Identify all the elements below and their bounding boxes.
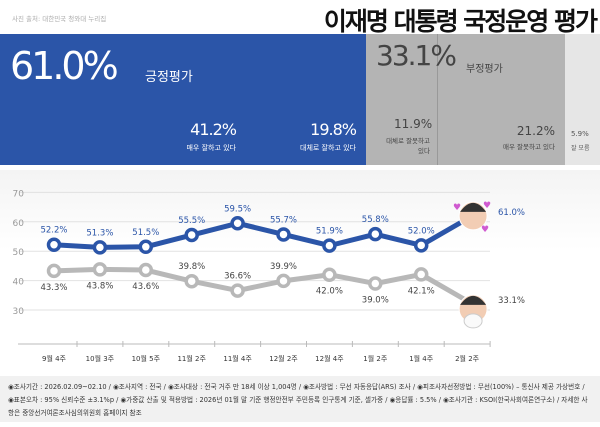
heart-icon: ♥ bbox=[481, 225, 489, 235]
negative-point bbox=[184, 273, 199, 289]
x-tick-label: 10월 3주 bbox=[86, 354, 115, 363]
positive-data-label: 51.5% bbox=[132, 228, 159, 238]
x-tick-label: 10월 5주 bbox=[132, 354, 161, 363]
positive-point bbox=[276, 227, 291, 242]
positive-data-label: 55.5% bbox=[178, 216, 205, 226]
negative-data-label: 43.3% bbox=[40, 283, 67, 293]
very-bad-value: 21.2% bbox=[516, 124, 555, 138]
positive-point bbox=[230, 216, 245, 231]
page-title: 이재명 대통령 국정운영 평가 bbox=[323, 7, 598, 36]
x-tick-label: 1월 4주 bbox=[409, 354, 434, 363]
fairly-bad-label: 대체로 잘못하고 있다 bbox=[386, 137, 430, 155]
x-tick-label: 12월 2주 bbox=[269, 354, 298, 363]
x-tick-label: 12월 4주 bbox=[315, 354, 344, 363]
negative-point bbox=[368, 276, 383, 291]
positive-data-label: 61.0% bbox=[498, 208, 525, 218]
line-chart: 70 60 50 40 30 9월 4주 10월 3주 10월 5주 11월 2주 11월 4주 1… bbox=[13, 189, 525, 363]
negative-data-label: 39.0% bbox=[362, 296, 389, 306]
negative-point bbox=[92, 262, 108, 277]
negative-panel: 33.1% 부정평가 11.9% 대체로 잘못하고 있다 21.2% 매우 잘못… bbox=[366, 34, 565, 165]
very-bad-label: 매우 잘못하고 있다 bbox=[503, 143, 555, 151]
negative-data-label: 36.6% bbox=[224, 272, 251, 282]
unknown-label: 잘 모름 bbox=[571, 145, 590, 152]
unknown-value: 5.9% bbox=[571, 130, 589, 138]
positive-point bbox=[413, 238, 429, 253]
unknown-panel: 5.9% 잘 모름 bbox=[565, 34, 600, 165]
negative-label: 부정평가 bbox=[466, 64, 503, 75]
negative-point bbox=[413, 267, 429, 282]
positive-data-label: 55.7% bbox=[270, 215, 297, 225]
negative-data-label: 39.9% bbox=[270, 262, 297, 272]
negative-line bbox=[53, 266, 469, 304]
negative-point bbox=[276, 273, 291, 289]
positive-panel: 61.0% 긍정평가 41.2% 매우 잘하고 있다 19.8% 대체로 잘하고… bbox=[0, 34, 366, 165]
photo-credit: 사진 출처: 대한민국 청와대 누리집 bbox=[12, 15, 107, 23]
negative-data-label: 33.1% bbox=[498, 296, 525, 306]
divider bbox=[437, 34, 438, 165]
positive-line bbox=[53, 216, 469, 250]
heart-icon: ♥ bbox=[483, 201, 491, 211]
positive-point bbox=[368, 226, 383, 242]
y-tick-label: 50 bbox=[13, 248, 25, 258]
very-good-value: 41.2% bbox=[190, 120, 237, 139]
negative-point bbox=[46, 263, 62, 279]
very-good-label: 매우 잘하고 있다 bbox=[186, 144, 236, 152]
x-tick-label: 9월 4주 bbox=[42, 354, 67, 363]
x-tick-label: 11월 2주 bbox=[177, 354, 206, 363]
x-tick-label: 1월 2주 bbox=[363, 354, 388, 363]
survey-footnote: ◉조사기간 : 2026.02.09~02.10 / ◉조사지역 : 전국 / … bbox=[0, 376, 600, 422]
positive-label: 긍정평가 bbox=[145, 70, 193, 85]
positive-point bbox=[184, 227, 199, 243]
hair-icon bbox=[460, 295, 487, 305]
positive-point bbox=[322, 238, 337, 253]
y-tick-label: 60 bbox=[13, 219, 25, 229]
x-tick-label: 11월 4주 bbox=[223, 354, 252, 363]
heart-icon: ♥ bbox=[453, 203, 461, 213]
negative-point bbox=[230, 283, 245, 298]
positive-data-label: 52.0% bbox=[408, 226, 435, 236]
positive-data-label: 51.3% bbox=[86, 228, 113, 238]
fairly-good-value: 19.8% bbox=[310, 120, 357, 139]
y-tick-label: 40 bbox=[13, 278, 25, 288]
positive-point bbox=[138, 239, 154, 255]
fairly-bad-value: 11.9% bbox=[394, 117, 433, 131]
negative-data-label: 43.6% bbox=[132, 282, 159, 292]
y-tick-label: 70 bbox=[13, 189, 25, 199]
positive-point bbox=[46, 237, 62, 252]
negative-data-label: 39.8% bbox=[178, 262, 205, 272]
x-tick-label: 2월 2주 bbox=[455, 354, 480, 363]
positive-data-label: 55.8% bbox=[362, 215, 389, 225]
y-tick-label: 30 bbox=[13, 307, 25, 317]
positive-data-label: 51.9% bbox=[316, 227, 343, 237]
negative-point bbox=[138, 262, 154, 278]
negative-data-label: 42.0% bbox=[316, 287, 343, 297]
hair-icon bbox=[460, 202, 487, 212]
negative-data-label: 42.1% bbox=[408, 286, 435, 296]
positive-total: 61.0% bbox=[10, 44, 119, 88]
negative-total: 33.1% bbox=[376, 39, 457, 72]
positive-data-label: 59.5% bbox=[224, 204, 251, 214]
negative-point bbox=[322, 267, 337, 282]
fairly-good-label: 대체로 잘하고 있다 bbox=[300, 144, 356, 152]
hand-icon bbox=[463, 313, 483, 329]
negative-data-label: 43.8% bbox=[86, 281, 113, 291]
positive-point bbox=[92, 240, 108, 255]
positive-data-label: 52.2% bbox=[40, 226, 67, 236]
